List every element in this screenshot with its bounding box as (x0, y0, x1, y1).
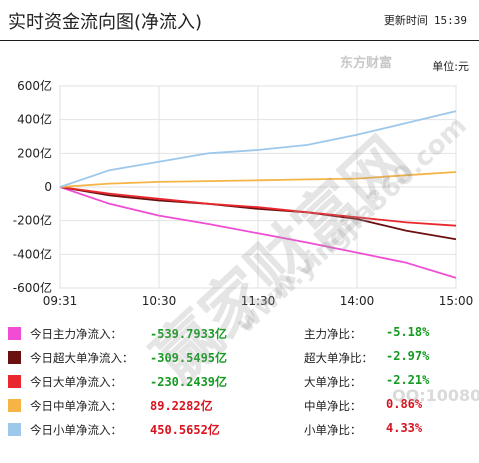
stat-row: 今日小单净流入： 450.5652亿 小单净比： 4.33% (0, 418, 479, 440)
y-tick-label: -200亿 (13, 213, 52, 228)
stat-label: 今日主力净流入： (30, 327, 122, 341)
x-tick-label: 09:31 (43, 294, 78, 308)
y-axis: 600亿 400亿 200亿 0 -200亿 -400亿 -600亿 (13, 78, 52, 295)
chart-lines (59, 110, 457, 279)
unit-label: 单位:元 (432, 60, 469, 73)
y-tick-label: -400亿 (13, 246, 52, 261)
series-line (59, 110, 457, 188)
ratio-value: -2.21% (386, 373, 430, 387)
stat-value: 450.5652亿 (150, 423, 220, 437)
y-tick-label: 200亿 (17, 145, 52, 160)
update-label: 更新时间 (383, 14, 428, 27)
ratio-value: 0.86% (386, 397, 423, 411)
update-time: 更新时间 15:39 (384, 12, 467, 28)
ratio-value: -2.97% (386, 349, 430, 363)
stat-row: 今日中单净流入： 89.2282亿 中单净比： 0.86% (0, 394, 479, 416)
ratio-value: -5.18% (386, 325, 430, 339)
ratio-label: 超大单净比： (304, 351, 373, 365)
series-line (59, 186, 457, 241)
y-tick-label: 0 (44, 180, 52, 194)
chart-grid (59, 85, 457, 289)
stat-row: 今日超大单净流入： -309.5495亿 超大单净比： -2.97% (0, 346, 479, 368)
x-tick-label: 14:00 (340, 294, 375, 308)
x-tick-label: 11:30 (241, 294, 276, 308)
stat-value: 89.2282亿 (150, 399, 213, 413)
brand-logo: 东方财富 (340, 56, 393, 71)
ratio-label: 主力净比： (304, 327, 362, 341)
ratio-value: 4.33% (386, 421, 423, 435)
stat-label: 今日中单净流入： (30, 399, 122, 413)
series-line (59, 186, 457, 227)
series-line (59, 186, 457, 279)
x-tick-label: 10:30 (142, 294, 177, 308)
ratio-label: 大单净比： (304, 375, 362, 389)
x-tick-label: 15:00 (439, 294, 474, 308)
update-time-value: 15:39 (433, 14, 467, 27)
stat-label: 今日大单净流入： (30, 375, 122, 389)
legend-swatch (8, 375, 21, 388)
page-title: 实时资金流向图(净流入) (8, 12, 203, 33)
legend-swatch (8, 327, 21, 340)
y-tick-label: 600亿 (17, 78, 52, 93)
legend-swatch (8, 399, 21, 412)
stat-row: 今日大单净流入： -230.2439亿 大单净比： -2.21% (0, 370, 479, 392)
legend-swatch (8, 351, 21, 364)
header-divider (0, 40, 479, 41)
y-tick-label: 400亿 (17, 112, 52, 127)
ratio-label: 小单净比： (304, 423, 362, 437)
stat-label: 今日超大单净流入： (30, 351, 134, 365)
x-axis: 09:31 10:30 11:30 14:00 15:00 (43, 294, 474, 308)
fund-flow-chart: 600亿 400亿 200亿 0 -200亿 -400亿 -600亿 09:31 10:30 1… (13, 78, 474, 308)
stat-value: -230.2439亿 (150, 375, 228, 389)
series-line (59, 171, 457, 188)
y-tick-label: -600亿 (13, 280, 52, 295)
stat-value: -309.5495亿 (150, 351, 228, 365)
header-bar: 实时资金流向图(净流入) 更新时间 15:39 (0, 0, 479, 40)
legend-swatch (8, 423, 21, 436)
stat-value: -539.7933亿 (150, 327, 228, 341)
stat-label: 今日小单净流入： (30, 423, 122, 437)
stat-row: 今日主力净流入： -539.7933亿 主力净比： -5.18% (0, 322, 479, 344)
ratio-label: 中单净比： (304, 399, 362, 413)
